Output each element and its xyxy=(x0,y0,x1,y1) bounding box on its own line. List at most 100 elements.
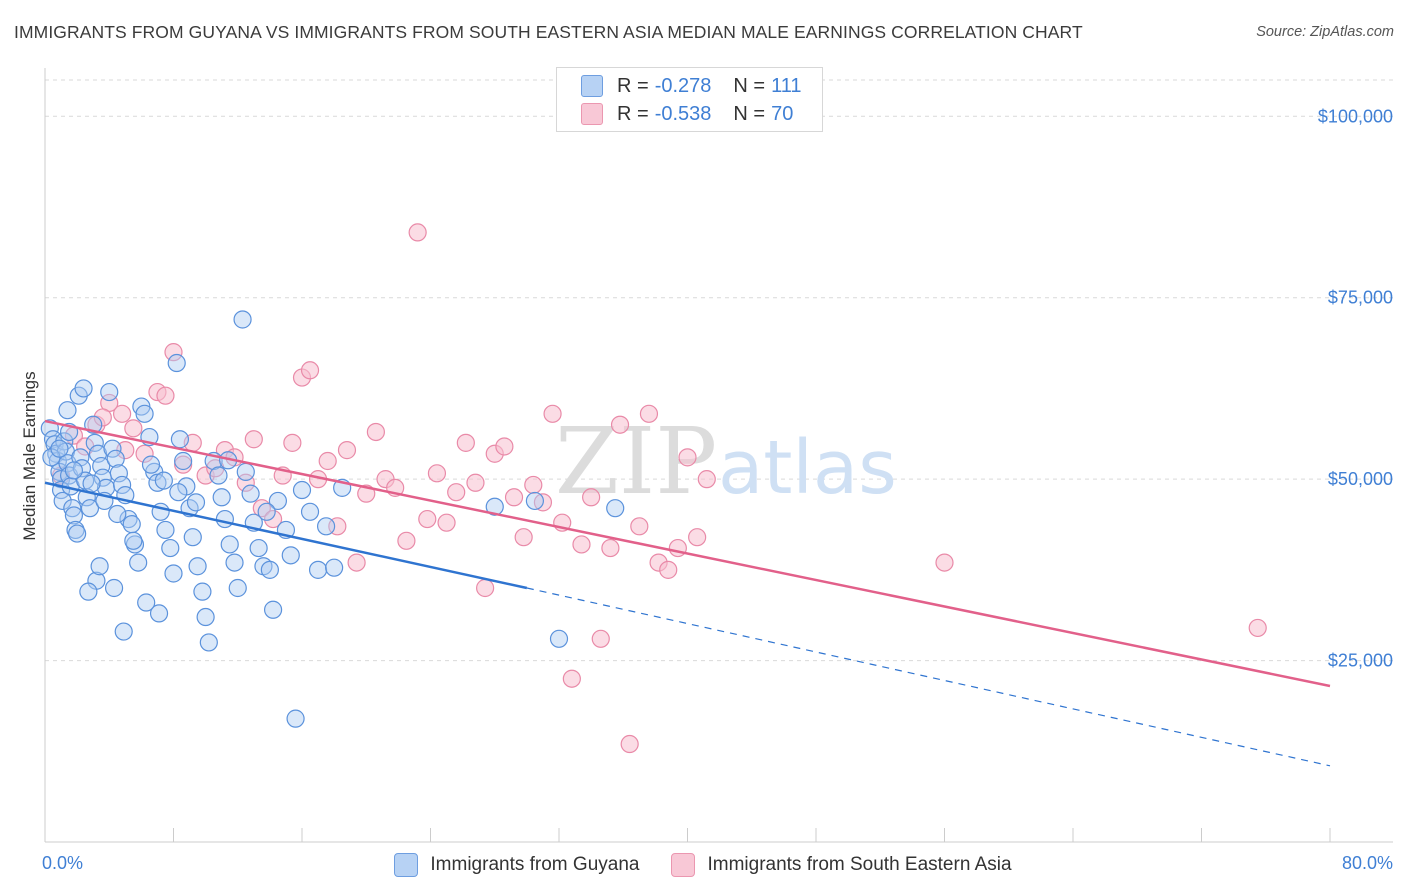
series1-point xyxy=(92,456,111,476)
series1-point xyxy=(316,517,336,536)
series1-point xyxy=(80,499,100,518)
series1-point xyxy=(64,506,84,525)
series2-swatch xyxy=(581,103,603,125)
series2-point xyxy=(135,444,154,463)
series1-point xyxy=(64,461,84,480)
series1-point xyxy=(325,558,344,577)
series2-point xyxy=(630,517,649,536)
series1-point xyxy=(137,593,156,612)
series1-point xyxy=(286,709,305,728)
series1-point xyxy=(112,475,132,495)
series2-point xyxy=(620,734,639,754)
series1-point xyxy=(549,629,569,648)
series2-point xyxy=(244,430,263,449)
series2-point xyxy=(418,509,437,529)
series2-point xyxy=(697,470,716,489)
series2-point xyxy=(366,422,385,442)
series1-point xyxy=(79,582,98,601)
series2-point xyxy=(524,475,543,495)
bottom-series2-label: Immigrants from South Eastern Asia xyxy=(707,854,1012,875)
series2-point xyxy=(935,553,954,572)
y-tick-label: $25,000 xyxy=(1328,651,1393,671)
series1-point xyxy=(100,382,119,402)
series1-point xyxy=(122,515,141,534)
series1-point xyxy=(209,466,228,485)
y-tick-label: $100,000 xyxy=(1318,106,1393,126)
series1-point xyxy=(68,524,87,543)
y-tick-label: $75,000 xyxy=(1328,288,1393,308)
series1-point xyxy=(196,607,215,627)
bottom-legend-series2[interactable]: Immigrants from South Eastern Asia xyxy=(671,853,1012,877)
series1-point xyxy=(183,528,202,547)
series2-point xyxy=(283,433,302,452)
legend-n-label-1: N = xyxy=(733,74,766,97)
series1-point xyxy=(90,557,109,576)
series1-point xyxy=(114,622,133,641)
series1-point xyxy=(135,404,154,423)
series2-point xyxy=(300,361,320,380)
legend-row-series2: R = -0.538 N = 70 xyxy=(581,102,793,126)
legend-row-series1: R = -0.278 N = 111 xyxy=(581,74,802,98)
series1-point xyxy=(281,546,300,565)
series2-point xyxy=(397,531,416,550)
axis-labels: $25,000 $50,000 $75,000 $100,000 0.0% 80.0% Me… xyxy=(20,106,1393,873)
series2-point xyxy=(495,437,514,456)
bottom-series1-label: Immigrants from Guyana xyxy=(430,854,640,875)
series2-point xyxy=(156,386,175,405)
series2-points xyxy=(51,223,1267,754)
series1-point xyxy=(167,353,186,373)
series2-point xyxy=(236,473,255,492)
series2-point xyxy=(639,404,659,423)
series1-point xyxy=(292,480,312,500)
chart-title: IMMIGRANTS FROM GUYANA VS IMMIGRANTS FRO… xyxy=(14,22,1083,42)
series2-point xyxy=(112,404,132,423)
series1-point xyxy=(193,582,212,601)
series2-trend-line xyxy=(44,419,1331,688)
series2-point xyxy=(1248,618,1267,638)
series2-point xyxy=(124,419,143,438)
legend-r-label-2: R = xyxy=(617,102,649,125)
series1-point xyxy=(263,600,283,619)
series1-point xyxy=(525,491,545,511)
series2-point xyxy=(93,408,112,427)
series1-point xyxy=(74,379,93,398)
series1-point xyxy=(170,430,190,449)
series2-point xyxy=(347,553,366,572)
series1-point xyxy=(129,553,148,572)
series1-point xyxy=(606,499,625,518)
series2-point xyxy=(514,528,533,547)
series2-point xyxy=(437,513,456,532)
series2-point xyxy=(678,448,697,467)
series2-point xyxy=(610,415,630,434)
series1-point xyxy=(228,578,247,598)
legend-n-value-1: 111 xyxy=(771,74,802,97)
series1-point xyxy=(50,439,69,458)
series1-point xyxy=(241,484,260,503)
series1-point xyxy=(85,433,104,452)
series1-point xyxy=(308,560,328,579)
watermark-atlas: atlas xyxy=(718,425,897,511)
series1-points xyxy=(40,310,625,728)
series1-point xyxy=(260,560,279,579)
series2-point xyxy=(562,669,581,688)
axes xyxy=(44,68,1393,843)
legend-r-label-1: R = xyxy=(617,74,649,97)
bottom-legend-series1[interactable]: Immigrants from Guyana xyxy=(394,853,639,877)
legend-r-value-2: -0.538 xyxy=(654,102,712,125)
series1-point xyxy=(212,488,231,507)
series1-point xyxy=(485,497,504,516)
series1-point xyxy=(109,464,128,483)
series1-point xyxy=(104,578,124,598)
series2-point xyxy=(408,223,427,242)
series2-point xyxy=(476,578,495,598)
grid xyxy=(45,79,1393,662)
series2-point xyxy=(466,473,485,492)
bottom-series2-swatch xyxy=(671,853,696,877)
series1-point xyxy=(58,401,77,420)
series1-trend-line xyxy=(44,481,528,590)
series2-point xyxy=(263,509,283,529)
series1-point xyxy=(236,462,255,481)
series1-point xyxy=(186,493,206,512)
series1-point xyxy=(249,538,268,558)
series1-point xyxy=(257,502,276,521)
